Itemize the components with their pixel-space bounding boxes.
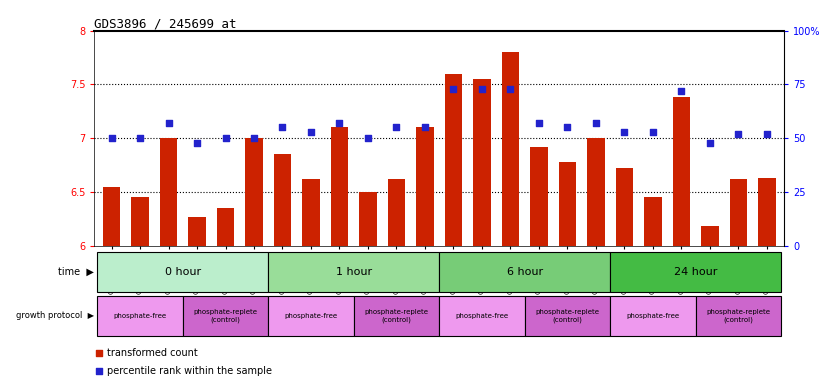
Text: phosphate-free: phosphate-free	[626, 313, 680, 319]
Text: GDS3896 / 245699_at: GDS3896 / 245699_at	[94, 17, 237, 30]
Bar	[302, 179, 319, 246]
Bar	[439, 252, 610, 291]
Point	[333, 120, 346, 126]
Point	[92, 367, 105, 374]
Bar	[616, 168, 633, 246]
Point	[134, 135, 147, 141]
Point	[675, 88, 688, 94]
Bar	[217, 208, 234, 246]
Bar	[245, 138, 263, 246]
Point	[419, 124, 432, 131]
Bar	[474, 79, 490, 246]
Bar	[587, 138, 604, 246]
Point	[276, 124, 289, 131]
Bar	[445, 74, 462, 246]
Bar	[695, 296, 782, 336]
Point	[475, 86, 488, 92]
Bar	[97, 252, 268, 291]
Point	[646, 129, 659, 135]
Text: transformed count: transformed count	[107, 348, 198, 358]
Text: 6 hour: 6 hour	[507, 266, 543, 277]
Bar	[439, 296, 525, 336]
Bar	[354, 296, 439, 336]
Point	[561, 124, 574, 131]
Text: 24 hour: 24 hour	[674, 266, 718, 277]
Point	[162, 120, 175, 126]
Text: phosphate-free: phosphate-free	[284, 313, 337, 319]
Point	[532, 120, 545, 126]
Bar	[274, 154, 291, 246]
Text: phosphate-replete
(control): phosphate-replete (control)	[194, 309, 258, 323]
Bar	[97, 296, 183, 336]
Text: time  ▶: time ▶	[58, 266, 94, 277]
Point	[504, 86, 517, 92]
Text: 0 hour: 0 hour	[165, 266, 201, 277]
Bar	[530, 147, 548, 246]
Bar	[559, 162, 576, 246]
Bar	[610, 296, 695, 336]
Bar	[416, 127, 433, 246]
Point	[732, 131, 745, 137]
Bar	[759, 178, 776, 246]
Text: phosphate-replete
(control): phosphate-replete (control)	[365, 309, 429, 323]
Point	[219, 135, 232, 141]
Bar	[131, 197, 149, 246]
Point	[92, 349, 105, 356]
Bar	[268, 252, 439, 291]
Point	[447, 86, 460, 92]
Bar	[360, 192, 377, 246]
Text: percentile rank within the sample: percentile rank within the sample	[107, 366, 272, 376]
Text: phosphate-free: phosphate-free	[456, 313, 508, 319]
Bar	[673, 98, 690, 246]
Point	[760, 131, 773, 137]
Point	[105, 135, 118, 141]
Bar	[730, 179, 747, 246]
Point	[190, 139, 204, 146]
Bar	[331, 127, 348, 246]
Bar	[644, 197, 662, 246]
Point	[390, 124, 403, 131]
Bar	[502, 52, 519, 246]
Point	[704, 139, 717, 146]
Text: phosphate-replete
(control): phosphate-replete (control)	[706, 309, 770, 323]
Bar	[103, 187, 120, 246]
Text: phosphate-free: phosphate-free	[113, 313, 167, 319]
Point	[589, 120, 603, 126]
Bar	[388, 179, 405, 246]
Bar	[268, 296, 354, 336]
Bar	[160, 138, 177, 246]
Bar	[701, 227, 718, 246]
Point	[305, 129, 318, 135]
Point	[618, 129, 631, 135]
Bar	[189, 217, 205, 246]
Text: phosphate-replete
(control): phosphate-replete (control)	[535, 309, 599, 323]
Point	[361, 135, 374, 141]
Text: 1 hour: 1 hour	[336, 266, 372, 277]
Bar	[610, 252, 782, 291]
Text: growth protocol  ▶: growth protocol ▶	[16, 311, 94, 320]
Bar	[525, 296, 610, 336]
Point	[247, 135, 260, 141]
Bar	[183, 296, 268, 336]
